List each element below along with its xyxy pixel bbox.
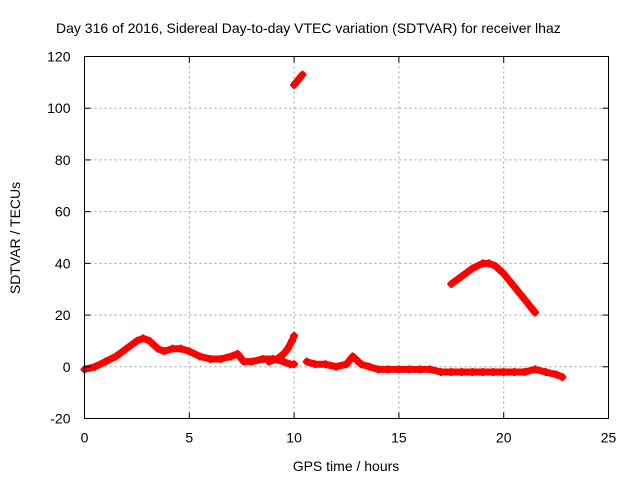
data-point xyxy=(447,367,456,376)
plot-frame xyxy=(84,56,609,419)
data-point xyxy=(489,367,498,376)
data-point xyxy=(185,347,194,356)
x-tick-label: 20 xyxy=(496,430,512,446)
x-tick-label: 0 xyxy=(81,430,89,446)
data-point xyxy=(415,365,424,374)
x-tick-label: 15 xyxy=(391,430,407,446)
series-track-1 xyxy=(80,334,299,374)
data-point xyxy=(195,352,204,361)
data-point xyxy=(153,344,162,353)
data-point xyxy=(101,357,110,366)
data-point xyxy=(294,75,303,84)
data-point xyxy=(290,80,299,89)
data-point xyxy=(426,365,435,374)
data-point xyxy=(216,355,225,364)
y-tick-label: 40 xyxy=(55,255,71,271)
data-point xyxy=(248,357,257,366)
data-point xyxy=(485,259,494,268)
data-point xyxy=(132,336,141,345)
data-point xyxy=(405,365,414,374)
data-point xyxy=(279,349,288,358)
data-point xyxy=(311,360,320,369)
series-track-5 xyxy=(447,259,540,317)
data-point xyxy=(264,357,273,366)
data-point xyxy=(552,370,561,379)
data-point xyxy=(510,367,519,376)
data-point xyxy=(357,360,366,369)
data-point xyxy=(499,269,508,278)
data-point xyxy=(541,367,550,376)
data-point xyxy=(436,367,445,376)
data-point xyxy=(457,367,466,376)
x-tick-label: 25 xyxy=(601,430,617,446)
data-point xyxy=(468,264,477,273)
x-tick-label: 5 xyxy=(185,430,193,446)
series-line xyxy=(447,259,539,316)
data-point xyxy=(298,70,307,79)
data-point xyxy=(447,280,456,289)
data-point xyxy=(160,347,169,356)
data-point xyxy=(468,367,477,376)
data-point xyxy=(283,344,292,353)
data-point xyxy=(90,362,99,371)
data-point xyxy=(139,334,148,343)
data-point xyxy=(394,365,403,374)
data-point xyxy=(348,352,357,361)
data-point xyxy=(531,308,540,317)
data-point xyxy=(332,362,341,371)
y-axis-label: SDTVAR / TECUs xyxy=(7,182,23,294)
y-tick-label: 0 xyxy=(63,359,71,375)
data-point xyxy=(233,349,242,358)
x-tick-label: 10 xyxy=(286,430,302,446)
series-track-4 xyxy=(302,352,567,382)
data-point xyxy=(373,365,382,374)
axis-ticks: 0 5 10 15 20 25 -20 0 20 40 60 80 100 120 xyxy=(47,49,616,446)
series-track-2 xyxy=(264,331,299,366)
series-track-3 xyxy=(290,70,307,89)
y-tick-label: 20 xyxy=(55,307,71,323)
data-point xyxy=(457,272,466,281)
data-point xyxy=(290,360,299,369)
chart-title: Day 316 of 2016, Sidereal Day-to-day VTE… xyxy=(56,20,561,36)
data-point xyxy=(122,344,131,353)
data-point xyxy=(290,331,299,340)
data-point xyxy=(239,357,248,366)
y-tick-label: 100 xyxy=(47,100,71,116)
y-tick-label: 120 xyxy=(47,49,71,65)
data-point xyxy=(168,344,177,353)
data-point xyxy=(227,352,236,361)
data-point xyxy=(365,362,374,371)
data-point xyxy=(499,367,508,376)
data-point xyxy=(558,373,567,382)
y-tick-label: -20 xyxy=(50,411,70,427)
data-point xyxy=(176,344,185,353)
x-axis-label: GPS time / hours xyxy=(293,458,400,474)
data-point xyxy=(206,355,215,364)
data-point xyxy=(145,336,154,345)
data-point xyxy=(478,367,487,376)
data-point xyxy=(321,360,330,369)
data-point xyxy=(279,357,288,366)
data-point xyxy=(273,355,282,364)
data-point xyxy=(384,365,393,374)
data-point xyxy=(302,357,311,366)
data-series xyxy=(80,70,567,382)
y-tick-label: 80 xyxy=(55,152,71,168)
y-tick-label: 60 xyxy=(55,204,71,220)
data-point xyxy=(288,336,297,345)
data-point xyxy=(510,282,519,291)
data-point xyxy=(111,352,120,361)
data-point xyxy=(520,367,529,376)
data-point xyxy=(520,295,529,304)
data-point xyxy=(258,355,267,364)
data-point xyxy=(531,365,540,374)
data-point xyxy=(342,360,351,369)
data-point xyxy=(491,261,500,270)
